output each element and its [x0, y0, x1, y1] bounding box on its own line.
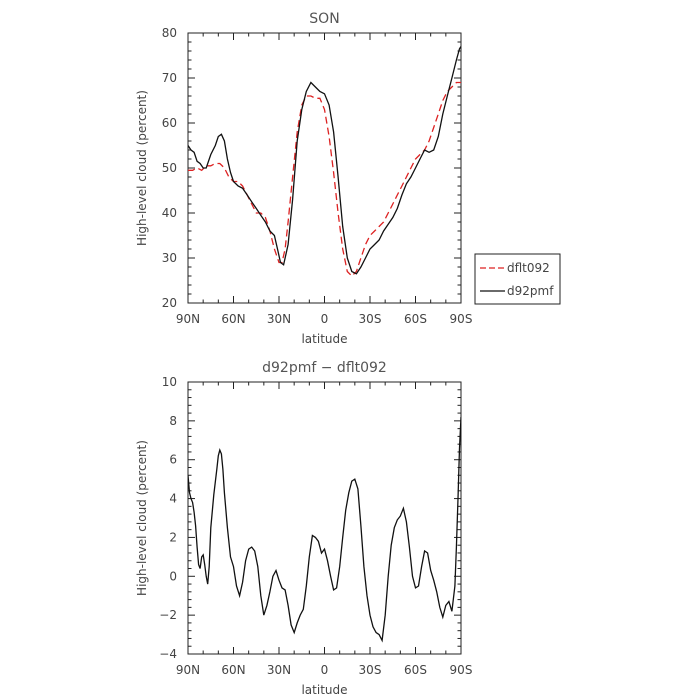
y-tick-label: 0 [169, 569, 177, 583]
x-axis-label: latitude [301, 683, 347, 697]
x-tick-label: 90S [450, 663, 473, 677]
x-tick-label: 30N [267, 312, 291, 326]
x-tick-label: 90N [176, 663, 200, 677]
x-tick-label: 30N [267, 663, 291, 677]
x-tick-label: 30S [359, 312, 382, 326]
top-chart: SON 20 30 40 50 60 70 80 90N 60N 30N 0 30S 60S 90S lati… [135, 11, 561, 346]
y-tick-label: 6 [169, 453, 177, 467]
bottom-chart: d92pmf − dflt092 −4 −2 0 2 4 6 8 10 90N 60N 30N 0 30S… [135, 360, 472, 697]
y-tick-label: −2 [159, 608, 177, 622]
x-tick-label: 60N [221, 663, 245, 677]
y-tick-label: 40 [162, 206, 177, 220]
y-tick-label: −4 [159, 647, 177, 661]
plot-frame [187, 381, 462, 655]
y-tick-label: 80 [162, 26, 177, 40]
x-tick-label: 30S [359, 663, 382, 677]
y-axis-label: High-level cloud (percent) [135, 440, 149, 596]
y-tick-label: 20 [162, 296, 177, 310]
x-axis-label: latitude [301, 332, 347, 346]
legend-label: d92pmf [507, 284, 554, 298]
legend: dflt092 d92pmf [474, 253, 561, 305]
y-axis-label: High-level cloud (percent) [135, 90, 149, 246]
y-tick-label: 30 [162, 251, 177, 265]
y-tick-label: 10 [162, 375, 177, 389]
x-tick-label: 60N [221, 312, 245, 326]
series-line-d92pmf-dflt092 [188, 416, 461, 643]
x-tick-label: 0 [321, 312, 329, 326]
chart-title: SON [309, 11, 339, 27]
legend-label: dflt092 [507, 261, 550, 275]
y-tick-label: 4 [169, 492, 177, 506]
chart-title: d92pmf − dflt092 [262, 360, 387, 376]
y-tick-label: 50 [162, 161, 177, 175]
x-tick-label: 90N [176, 312, 200, 326]
series-line-d92pmf [188, 46, 461, 275]
x-tick-label: 90S [450, 312, 473, 326]
x-tick-label: 0 [321, 663, 329, 677]
x-tick-label: 60S [404, 312, 427, 326]
y-tick-label: 70 [162, 71, 177, 85]
series-line-dflt092 [188, 81, 461, 277]
y-tick-label: 60 [162, 116, 177, 130]
y-tick-label: 8 [169, 414, 177, 428]
x-tick-label: 60S [404, 663, 427, 677]
y-tick-label: 2 [169, 530, 177, 544]
legend-box [474, 253, 561, 305]
